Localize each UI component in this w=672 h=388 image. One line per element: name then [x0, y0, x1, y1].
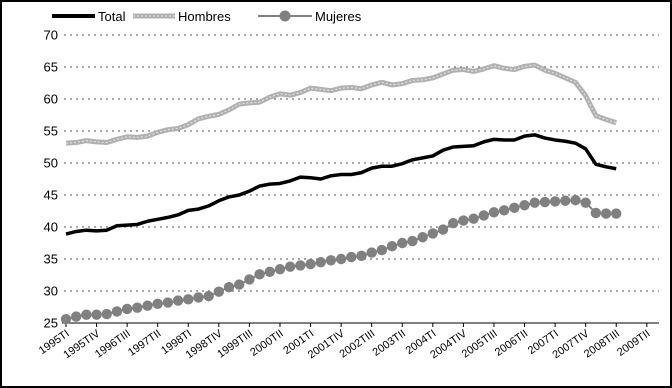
series-point-mujeres	[203, 290, 214, 302]
series-point-mujeres	[172, 295, 184, 306]
series-point-mujeres	[560, 195, 571, 206]
series-point-mujeres	[458, 215, 469, 226]
y-tick-label: 55	[44, 124, 58, 139]
series-point-mujeres	[509, 202, 520, 213]
legend-label-hombres: Hombres	[178, 9, 231, 24]
series-point-mujeres	[91, 309, 102, 320]
series-point-mujeres	[356, 250, 367, 261]
series-point-mujeres	[223, 281, 235, 293]
series-group	[60, 62, 622, 325]
x-tick-label: 2005TIII	[460, 328, 500, 361]
series-line-hombres-texture	[65, 64, 617, 144]
legend-label-mujeres: Mujeres	[315, 9, 362, 24]
series-point-mujeres	[132, 302, 143, 313]
series-point-mujeres	[488, 207, 500, 218]
series-point-mujeres	[101, 308, 112, 320]
series-line-total	[65, 133, 617, 236]
series-point-mujeres	[478, 210, 489, 221]
series-point-mujeres	[111, 306, 123, 317]
y-tick-label: 35	[44, 252, 58, 267]
series-point-mujeres	[519, 200, 530, 211]
series-point-mujeres	[142, 300, 153, 311]
series-point-mujeres	[60, 313, 72, 325]
series-point-mujeres	[539, 196, 551, 208]
series-point-mujeres	[600, 208, 612, 219]
series-point-mujeres	[407, 235, 418, 247]
series-point-mujeres	[611, 208, 622, 219]
series-point-mujeres	[570, 194, 581, 206]
series-point-mujeres	[213, 286, 225, 297]
y-tick-label: 60	[44, 92, 58, 107]
series-point-mujeres	[386, 241, 398, 252]
series-point-mujeres	[529, 197, 540, 208]
y-tick-label: 40	[44, 220, 58, 235]
series-point-mujeres	[397, 237, 408, 249]
series-point-mujeres	[580, 197, 591, 208]
series-point-mujeres	[325, 255, 337, 266]
series-point-mujeres	[468, 213, 479, 224]
series-point-mujeres	[335, 253, 347, 265]
series-point-mujeres	[295, 260, 306, 271]
series-point-mujeres	[183, 294, 194, 305]
series-point-mujeres	[193, 292, 204, 303]
y-tick-label: 30	[44, 284, 58, 299]
series-point-mujeres	[376, 244, 388, 256]
x-tick-label: 2008TIII	[582, 328, 622, 361]
series-point-mujeres	[152, 298, 163, 309]
series-point-mujeres	[234, 279, 245, 290]
series-point-mujeres	[264, 266, 275, 277]
x-tick-label: 2003TII	[371, 328, 408, 359]
series-point-mujeres	[284, 261, 296, 272]
series-point-mujeres	[437, 224, 449, 235]
y-tick-label: 50	[44, 156, 58, 171]
series-point-mujeres	[315, 257, 326, 268]
legend-label-total: Total	[98, 9, 126, 24]
series-point-mujeres	[244, 274, 255, 285]
y-tick-label: 70	[44, 28, 58, 43]
series-point-mujeres	[121, 303, 133, 315]
y-tick-label: 45	[44, 188, 58, 203]
series-point-mujeres	[590, 207, 602, 219]
series-point-mujeres	[162, 297, 174, 308]
series-point-mujeres	[417, 232, 428, 243]
series-point-mujeres	[254, 269, 265, 280]
x-tick-label: 2002TIII	[337, 328, 377, 361]
y-tick-label: 65	[44, 60, 58, 75]
series-point-mujeres	[549, 196, 561, 207]
x-tick-label: 1999TIII	[215, 328, 255, 361]
series-point-mujeres	[448, 217, 459, 229]
x-tick-label: 2000TII	[248, 328, 285, 359]
series-point-mujeres	[346, 251, 357, 263]
series-point-mujeres	[305, 258, 316, 270]
legend: Total Hombres Mujeres	[52, 9, 362, 24]
series-point-mujeres	[427, 228, 439, 239]
x-tick-label: 2009TII	[615, 328, 652, 359]
series-point-mujeres	[70, 311, 82, 322]
series-point-mujeres	[81, 309, 92, 320]
series-point-mujeres	[274, 264, 286, 275]
x-tick-label: 2006TII	[493, 328, 530, 359]
series-point-mujeres	[366, 247, 377, 258]
series-point-mujeres	[498, 205, 510, 216]
y-tick-label: 25	[44, 316, 58, 331]
x-tick-label: 1997TII	[126, 328, 163, 359]
x-tick-label: 1996TIII	[93, 328, 133, 361]
legend-marker-mujeres	[279, 10, 291, 22]
